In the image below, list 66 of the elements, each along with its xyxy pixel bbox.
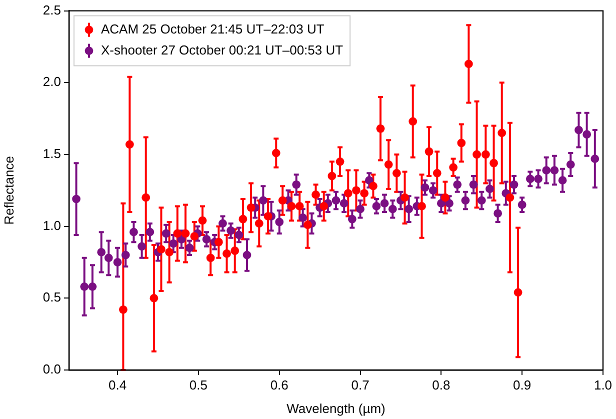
point bbox=[198, 216, 207, 225]
point bbox=[481, 150, 490, 159]
point bbox=[165, 248, 174, 256]
x-tick-label: 0.6 bbox=[270, 377, 288, 392]
legend-label: ACAM 25 October 21:45 UT–22:03 UT bbox=[101, 21, 324, 36]
point bbox=[222, 249, 231, 258]
x-tick-label: 0.4 bbox=[108, 377, 127, 392]
y-tick-label: 2.5 bbox=[42, 2, 61, 18]
y-tick-label: 2.0 bbox=[42, 74, 61, 90]
point bbox=[303, 220, 312, 230]
point bbox=[125, 140, 134, 149]
point bbox=[400, 193, 409, 202]
point bbox=[190, 232, 199, 241]
point bbox=[376, 124, 385, 133]
point bbox=[142, 193, 150, 202]
point bbox=[498, 128, 506, 138]
point bbox=[230, 246, 240, 255]
y-tick-label: 1.0 bbox=[42, 218, 61, 233]
y-tick-label: 0.5 bbox=[42, 290, 61, 305]
point bbox=[272, 148, 280, 158]
point bbox=[246, 203, 256, 212]
point bbox=[295, 202, 304, 210]
point bbox=[506, 193, 514, 202]
point bbox=[441, 193, 450, 202]
point bbox=[490, 158, 498, 168]
point bbox=[278, 196, 287, 205]
point bbox=[360, 189, 369, 198]
point bbox=[369, 182, 378, 190]
point bbox=[150, 294, 158, 302]
point bbox=[464, 60, 473, 68]
point bbox=[320, 202, 328, 210]
point bbox=[173, 229, 182, 238]
point bbox=[344, 189, 352, 198]
point bbox=[254, 219, 264, 228]
point bbox=[472, 150, 481, 159]
point bbox=[264, 212, 272, 220]
point bbox=[418, 202, 426, 210]
y-axis-title: Reflectance bbox=[1, 156, 16, 225]
x-axis-title: Wavelength (µm) bbox=[286, 400, 386, 416]
x-tick-label: 1.0 bbox=[594, 377, 612, 392]
point bbox=[432, 168, 442, 178]
point bbox=[424, 147, 434, 156]
x-tick-label: 0.8 bbox=[432, 377, 450, 392]
y-tick-label: 1.5 bbox=[42, 146, 61, 162]
y-tick-label: 0.0 bbox=[42, 362, 61, 377]
point bbox=[384, 160, 393, 169]
point bbox=[206, 254, 215, 262]
point bbox=[328, 172, 336, 180]
point bbox=[457, 138, 466, 148]
point bbox=[214, 238, 223, 246]
point bbox=[181, 229, 190, 238]
point bbox=[119, 305, 128, 314]
point bbox=[287, 202, 296, 210]
point bbox=[449, 163, 458, 172]
x-tick-label: 0.7 bbox=[351, 377, 370, 392]
point bbox=[157, 245, 166, 254]
point bbox=[238, 214, 248, 224]
point bbox=[352, 186, 360, 195]
point bbox=[336, 157, 344, 166]
x-tick-label: 0.9 bbox=[513, 377, 532, 392]
point bbox=[392, 168, 401, 178]
point bbox=[408, 117, 418, 126]
legend-label: X-shooter 27 October 00:21 UT–00:53 UT bbox=[101, 42, 344, 58]
point bbox=[312, 190, 320, 199]
point bbox=[514, 288, 522, 297]
x-tick-label: 0.5 bbox=[189, 377, 208, 392]
